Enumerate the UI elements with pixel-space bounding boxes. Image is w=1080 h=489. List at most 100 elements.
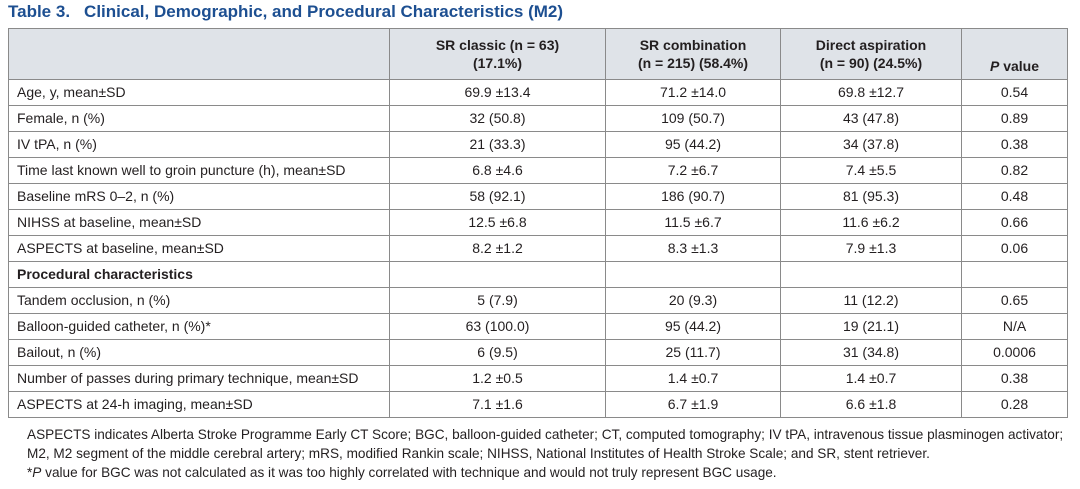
row-label-cell: Number of passes during primary techniqu… bbox=[8, 365, 390, 392]
row-label-cell: Balloon-guided catheter, n (%)* bbox=[8, 313, 390, 340]
value-cell: 7.1 ±1.6 bbox=[389, 391, 606, 418]
value-cell: N/A bbox=[961, 313, 1068, 340]
header-p: P bbox=[989, 58, 1000, 74]
table-row: Female, n (%) 32 (50.8) 109 (50.7) 43 (47.8… bbox=[8, 105, 1068, 132]
table-row: ASPECTS at 24-h imaging, mean±SD 7.1 ±1.6… bbox=[8, 391, 1068, 418]
value-cell bbox=[961, 261, 1068, 288]
footnote-mark: * bbox=[27, 465, 33, 480]
value-cell: 25 (11.7) bbox=[605, 339, 781, 366]
value-cell: 0.0006 bbox=[961, 339, 1068, 366]
value-cell: 5 (7.9) bbox=[389, 287, 606, 314]
row-label-cell: Procedural characteristics bbox=[8, 261, 390, 288]
value-cell: 19 (21.1) bbox=[780, 313, 962, 340]
table-row: Bailout, n (%) 6 (9.5) 25 (11.7) 31 (34.8) 0… bbox=[8, 339, 1068, 366]
value-cell: 34 (37.8) bbox=[780, 131, 962, 158]
header-value-word: value bbox=[999, 58, 1040, 74]
value-cell: 95 (44.2) bbox=[605, 313, 781, 340]
table-row: IV tPA, n (%) 21 (33.3) 95 (44.2) 34 (37.8)… bbox=[8, 131, 1068, 158]
header-cell-sr-classic: SR classic (n = 63) (17.1%) bbox=[389, 28, 606, 80]
value-cell: 7.2 ±6.7 bbox=[605, 157, 781, 184]
header-line: SR combination bbox=[639, 37, 747, 53]
value-cell: 31 (34.8) bbox=[780, 339, 962, 366]
header-cell-sr-combination: SR combination (n = 215) (58.4%) bbox=[605, 28, 781, 80]
value-cell: 0.66 bbox=[961, 209, 1068, 236]
table-row: Balloon-guided catheter, n (%)* 63 (100.0… bbox=[8, 313, 1068, 340]
characteristics-table: SR classic (n = 63) (17.1%) SR combinati… bbox=[8, 28, 1068, 418]
table-row: Time last known well to groin puncture (… bbox=[8, 157, 1068, 184]
row-label-cell: NIHSS at baseline, mean±SD bbox=[8, 209, 390, 236]
value-cell: 0.38 bbox=[961, 131, 1068, 158]
value-cell: 6 (9.5) bbox=[389, 339, 606, 366]
value-cell bbox=[389, 261, 606, 288]
header-row: SR classic (n = 63) (17.1%) SR combinati… bbox=[8, 28, 1068, 80]
table-row: NIHSS at baseline, mean±SD 12.5 ±6.8 11.5 … bbox=[8, 209, 1068, 236]
row-label-cell: Bailout, n (%) bbox=[8, 339, 390, 366]
table-row: Tandem occlusion, n (%) 5 (7.9) 20 (9.3) 11… bbox=[8, 287, 1068, 314]
footnote: *P value for BGC was not calculated as i… bbox=[27, 463, 1072, 482]
row-label-cell: IV tPA, n (%) bbox=[8, 131, 390, 158]
table-row: Age, y, mean±SD 69.9 ±13.4 71.2 ±14.0 69.8 … bbox=[8, 79, 1068, 106]
value-cell: 0.48 bbox=[961, 183, 1068, 210]
value-cell: 8.2 ±1.2 bbox=[389, 235, 606, 262]
header-line: (n = 215) (58.4%) bbox=[637, 55, 749, 71]
value-cell bbox=[780, 261, 962, 288]
value-cell: 58 (92.1) bbox=[389, 183, 606, 210]
value-cell: 6.7 ±1.9 bbox=[605, 391, 781, 418]
footnote-p: P bbox=[32, 465, 42, 480]
value-cell: 0.65 bbox=[961, 287, 1068, 314]
table-title: Clinical, Demographic, and Procedural Ch… bbox=[84, 2, 564, 21]
value-cell: 0.28 bbox=[961, 391, 1068, 418]
table-container: SR classic (n = 63) (17.1%) SR combinati… bbox=[8, 28, 1068, 418]
value-cell bbox=[605, 261, 781, 288]
value-cell: 71.2 ±14.0 bbox=[605, 79, 781, 106]
value-cell: 6.8 ±4.6 bbox=[389, 157, 606, 184]
value-cell: 1.4 ±0.7 bbox=[780, 365, 962, 392]
value-cell: 32 (50.8) bbox=[389, 105, 606, 132]
header-line: SR classic (n = 63) bbox=[435, 37, 560, 53]
value-cell: 21 (33.3) bbox=[389, 131, 606, 158]
value-cell: 0.38 bbox=[961, 365, 1068, 392]
table-row: ASPECTS at baseline, mean±SD 8.2 ±1.2 8.3 … bbox=[8, 235, 1068, 262]
row-label-cell: ASPECTS at baseline, mean±SD bbox=[8, 235, 390, 262]
table-caption: Table 3. Clinical, Demographic, and Proce… bbox=[8, 2, 563, 22]
value-cell: 6.6 ±1.8 bbox=[780, 391, 962, 418]
value-cell: 81 (95.3) bbox=[780, 183, 962, 210]
value-cell: 0.06 bbox=[961, 235, 1068, 262]
value-cell: 0.89 bbox=[961, 105, 1068, 132]
value-cell: 69.8 ±12.7 bbox=[780, 79, 962, 106]
value-cell: 12.5 ±6.8 bbox=[389, 209, 606, 236]
table-row: Number of passes during primary techniqu… bbox=[8, 365, 1068, 392]
table-label: Table 3. bbox=[8, 2, 71, 21]
row-label-cell: Tandem occlusion, n (%) bbox=[8, 287, 390, 314]
footnote-text: value for BGC was not calculated as it w… bbox=[41, 465, 777, 480]
value-cell: 1.4 ±0.7 bbox=[605, 365, 781, 392]
header-cell-direct-aspiration: Direct aspiration (n = 90) (24.5%) bbox=[780, 28, 962, 80]
row-label-cell: Female, n (%) bbox=[8, 105, 390, 132]
value-cell: 109 (50.7) bbox=[605, 105, 781, 132]
abbreviations-note: ASPECTS indicates Alberta Stroke Program… bbox=[27, 427, 1064, 461]
value-cell: 7.9 ±1.3 bbox=[780, 235, 962, 262]
section-row: Procedural characteristics bbox=[8, 261, 1068, 288]
header-line: (17.1%) bbox=[472, 55, 523, 71]
row-label-cell: Age, y, mean±SD bbox=[8, 79, 390, 106]
table-notes: ASPECTS indicates Alberta Stroke Program… bbox=[27, 425, 1072, 482]
value-cell: 95 (44.2) bbox=[605, 131, 781, 158]
row-label-cell: Baseline mRS 0–2, n (%) bbox=[8, 183, 390, 210]
value-cell: 7.4 ±5.5 bbox=[780, 157, 962, 184]
value-cell: 43 (47.8) bbox=[780, 105, 962, 132]
header-line: (n = 90) (24.5%) bbox=[819, 55, 923, 71]
table-row: Baseline mRS 0–2, n (%) 58 (92.1) 186 (90.… bbox=[8, 183, 1068, 210]
value-cell: 8.3 ±1.3 bbox=[605, 235, 781, 262]
value-cell: 20 (9.3) bbox=[605, 287, 781, 314]
value-cell: 1.2 ±0.5 bbox=[389, 365, 606, 392]
header-cell-characteristic bbox=[8, 28, 390, 80]
table-body: Age, y, mean±SD 69.9 ±13.4 71.2 ±14.0 69.8 … bbox=[8, 79, 1068, 418]
row-label-cell: ASPECTS at 24-h imaging, mean±SD bbox=[8, 391, 390, 418]
value-cell: 11.6 ±6.2 bbox=[780, 209, 962, 236]
value-cell: 11 (12.2) bbox=[780, 287, 962, 314]
value-cell: 186 (90.7) bbox=[605, 183, 781, 210]
value-cell: 63 (100.0) bbox=[389, 313, 606, 340]
row-label-cell: Time last known well to groin puncture (… bbox=[8, 157, 390, 184]
value-cell: 0.82 bbox=[961, 157, 1068, 184]
header-line: Direct aspiration bbox=[815, 37, 927, 53]
